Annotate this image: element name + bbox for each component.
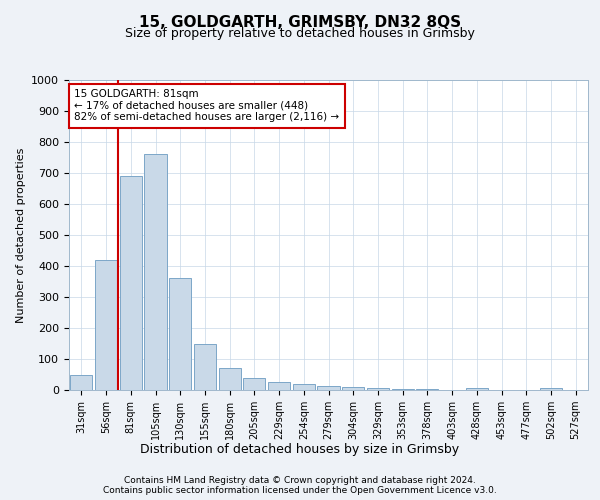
- Text: 15, GOLDGARTH, GRIMSBY, DN32 8QS: 15, GOLDGARTH, GRIMSBY, DN32 8QS: [139, 15, 461, 30]
- Bar: [218, 368, 241, 390]
- Bar: [119, 176, 142, 390]
- Bar: [317, 386, 340, 390]
- Text: Contains public sector information licensed under the Open Government Licence v3: Contains public sector information licen…: [103, 486, 497, 495]
- Text: Size of property relative to detached houses in Grimsby: Size of property relative to detached ho…: [125, 28, 475, 40]
- Bar: [169, 278, 191, 390]
- Y-axis label: Number of detached properties: Number of detached properties: [16, 148, 26, 322]
- Bar: [95, 260, 117, 390]
- Bar: [194, 344, 216, 390]
- Bar: [392, 389, 414, 390]
- Text: Distribution of detached houses by size in Grimsby: Distribution of detached houses by size …: [140, 442, 460, 456]
- Bar: [342, 387, 364, 390]
- Bar: [145, 154, 167, 390]
- Text: Contains HM Land Registry data © Crown copyright and database right 2024.: Contains HM Land Registry data © Crown c…: [124, 476, 476, 485]
- Bar: [540, 388, 562, 390]
- Bar: [243, 378, 265, 390]
- Bar: [268, 382, 290, 390]
- Bar: [466, 388, 488, 390]
- Bar: [367, 388, 389, 390]
- Text: 15 GOLDGARTH: 81sqm
← 17% of detached houses are smaller (448)
82% of semi-detac: 15 GOLDGARTH: 81sqm ← 17% of detached ho…: [74, 90, 340, 122]
- Bar: [293, 384, 315, 390]
- Bar: [70, 374, 92, 390]
